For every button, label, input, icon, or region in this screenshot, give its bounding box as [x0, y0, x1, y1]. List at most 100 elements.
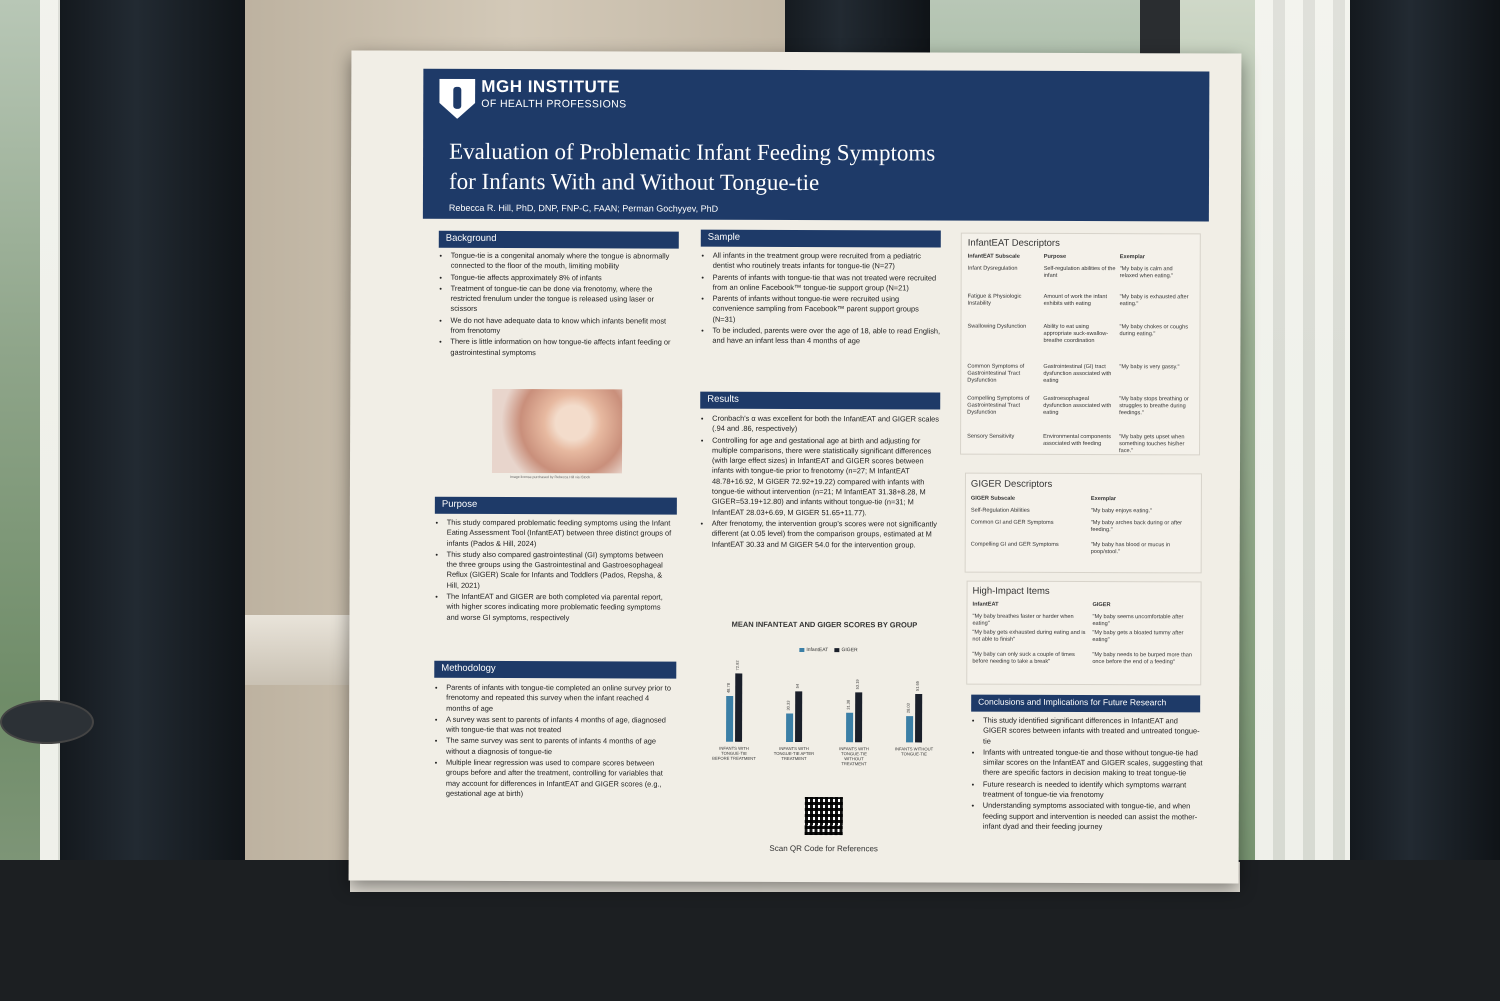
- legend-giger-swatch: [834, 647, 840, 652]
- bullet-item: Treatment of tongue-tie can be done via …: [451, 284, 674, 316]
- table-cell: "My baby is calm and relaxed when eating…: [1119, 266, 1174, 280]
- drape-left: [60, 0, 250, 1001]
- purpose-heading: Purpose: [434, 496, 677, 515]
- high-impact-table: InfantEAT GIGER "My baby breathes faster o…: [972, 602, 1198, 666]
- results-list: Cronbach's α was excellent for both the …: [700, 414, 940, 551]
- chart-legend: InfantEAT GIGER: [794, 647, 858, 654]
- sample-text: All infants in the treatment group were …: [700, 251, 940, 349]
- table-cell: "My baby can only suck a couple of times…: [972, 651, 1075, 665]
- bar-infanteat-2: [846, 712, 854, 743]
- bullet-item: Infants with untreated tongue-tie and th…: [983, 748, 1203, 780]
- qr-code-icon[interactable]: [804, 797, 843, 836]
- table-cell: Amount of work the infant exhibits with …: [1043, 293, 1108, 308]
- bullet-item: Parents of infants with tongue-tie compl…: [446, 683, 674, 715]
- table-cell: "My baby has blood or mucus in poop/stoo…: [1090, 542, 1171, 556]
- conclusions-list: This study identified significant differ…: [971, 716, 1203, 833]
- bullet-item: This study also compared gastrointestina…: [447, 550, 675, 592]
- high-impact-heading: High-Impact Items: [972, 585, 1050, 597]
- table-cell: Self-regulation abilities of the infant: [1043, 265, 1116, 279]
- sample-heading: Sample: [700, 229, 941, 248]
- data-label: 53.19: [855, 679, 860, 690]
- methodology-text: Parents of infants with tongue-tie compl…: [434, 683, 674, 801]
- bar-giger-1: [795, 691, 803, 743]
- bar-giger-0: [735, 673, 743, 742]
- photo-credit: Image license purchased by Rebecca Hill …: [509, 475, 591, 480]
- infanteat-descriptors-table: InfantEAT Subscale Purpose Exemplar Infant …: [967, 254, 1196, 455]
- bullet-item: All infants in the treatment group were …: [713, 251, 941, 272]
- drape-right: [1350, 0, 1500, 1001]
- methodology-list: Parents of infants with tongue-tie compl…: [434, 683, 674, 800]
- bullet-item: A survey was sent to parents of infants …: [446, 715, 674, 736]
- bullet-item: Future research is needed to identify wh…: [983, 779, 1203, 800]
- background-text: Tongue-tie is a congenital anomaly where…: [438, 251, 673, 360]
- table-cell: Gastroesophageal dysfunction associated …: [1043, 395, 1112, 416]
- data-label: 51.65: [915, 680, 920, 691]
- table-cell: Compelling GI and GER Symptoms: [970, 541, 1059, 548]
- bullet-item: Parents of infants with tongue-tie that …: [713, 272, 941, 293]
- bullet-item: Controlling for age and gestational age …: [712, 435, 940, 518]
- conclusions-heading: Conclusions and Implications for Future …: [971, 694, 1201, 713]
- table-cell: Compelling Symptoms of Gastrointestinal …: [967, 395, 1030, 416]
- bullet-item: Tongue-tie is a congenital anomaly where…: [451, 251, 674, 272]
- data-label: 31.38: [846, 699, 851, 710]
- background-list: Tongue-tie is a congenital anomaly where…: [438, 251, 673, 359]
- table-header-cell: GIGER: [1092, 602, 1111, 609]
- infanteat-descriptors-box: InfantEAT Descriptors InfantEAT Subscale…: [960, 232, 1201, 456]
- bullet-item: This study identified significant differ…: [983, 716, 1203, 748]
- purpose-list: This study compared problematic feeding …: [434, 518, 674, 624]
- chart-title: MEAN INFANTEAT AND GIGER SCORES BY GROUP: [731, 619, 918, 630]
- table-cell: "My baby breathes faster or harder when …: [972, 613, 1074, 627]
- qr-code-label: Scan QR Code for References: [769, 843, 878, 854]
- legend-giger-label: GIGER: [841, 647, 858, 654]
- results-text: Cronbach's α was excellent for both the …: [700, 414, 940, 552]
- table-cell: "My baby arches back during or after fee…: [1090, 520, 1183, 534]
- bullet-item: There is little information on how tongu…: [450, 337, 673, 358]
- infant-feeding-photo: [491, 388, 623, 474]
- table-cell: "My baby gets a bloated tummy after eati…: [1092, 630, 1184, 644]
- background-heading: Background: [438, 230, 679, 249]
- data-label: 72.92: [735, 660, 740, 671]
- bullet-item: To be included, parents were over the ag…: [712, 326, 940, 347]
- table-cell: Fatigue & Physiologic Instability: [967, 293, 1022, 307]
- conclusions-text: This study identified significant differ…: [971, 716, 1203, 834]
- research-poster: MGH INSTITUTE OF HEALTH PROFESSIONS Eval…: [348, 50, 1242, 884]
- table-cell: "My baby gets exhausted during eating an…: [972, 629, 1086, 643]
- bar-infanteat-1: [786, 713, 794, 742]
- bullet-item: Multiple linear regression was used to c…: [446, 758, 674, 800]
- table-header-cell: InfantEAT: [972, 601, 999, 608]
- giger-descriptors-box: GIGER Descriptors GIGER Subscale Exemplar…: [964, 472, 1202, 574]
- bullet-item: Cronbach's α was excellent for both the …: [712, 414, 940, 435]
- wall-molding: [245, 615, 355, 685]
- bar-infanteat-0: [726, 696, 734, 742]
- table-cell: Self-Regulation Abilities: [970, 507, 1030, 514]
- sheer-curtain-right: [1255, 0, 1365, 1001]
- data-label: 54: [795, 683, 800, 688]
- crest-logo-icon: [439, 79, 475, 119]
- table-header-cell: Exemplar: [1090, 496, 1117, 503]
- category-label: INFANTS WITH TONGUE-TIE BEFORE TREATMENT: [712, 746, 756, 761]
- sample-list: All infants in the treatment group were …: [700, 251, 940, 348]
- data-label: 28.03: [906, 702, 911, 713]
- table-cell: "My baby gets upset when something touch…: [1119, 434, 1185, 455]
- table-header-cell: InfantEAT Subscale: [967, 253, 1020, 260]
- table-header-cell: Purpose: [1043, 253, 1067, 260]
- bullet-item: We do not have adequate data to know whi…: [450, 316, 673, 337]
- bullet-item: After frenotomy, the intervention group'…: [712, 519, 940, 551]
- institution-name: MGH INSTITUTE: [481, 76, 621, 97]
- bullet-item: Tongue-tie affects approximately 8% of i…: [451, 272, 674, 283]
- bar-infanteat-3: [906, 716, 914, 743]
- bar-giger-3: [915, 693, 923, 743]
- poster-banner: MGH INSTITUTE OF HEALTH PROFESSIONS Eval…: [422, 68, 1210, 222]
- table-cell: Environmental components associated with…: [1043, 433, 1111, 448]
- poster-title-line-2: for Infants With and Without Tongue-tie: [448, 168, 820, 196]
- poster-title: Evaluation of Problematic Infant Feeding…: [449, 137, 1089, 199]
- table-cell: Sensory Sensitivity: [967, 433, 1015, 440]
- bullet-item: Understanding symptoms associated with t…: [983, 801, 1203, 833]
- table-cell: "My baby seems uncomfortable after eatin…: [1092, 614, 1184, 628]
- bullet-item: The InfantEAT and GIGER are both complet…: [446, 592, 674, 624]
- table-cell: "My baby is exhausted after eating.": [1119, 294, 1189, 308]
- giger-descriptors-heading: GIGER Descriptors: [970, 478, 1053, 490]
- table-cell: "My baby stops breathing or struggles to…: [1119, 396, 1189, 417]
- data-label: 48.78: [726, 682, 731, 693]
- category-label: INFANTS WITHOUT TONGUE-TIE: [895, 746, 934, 756]
